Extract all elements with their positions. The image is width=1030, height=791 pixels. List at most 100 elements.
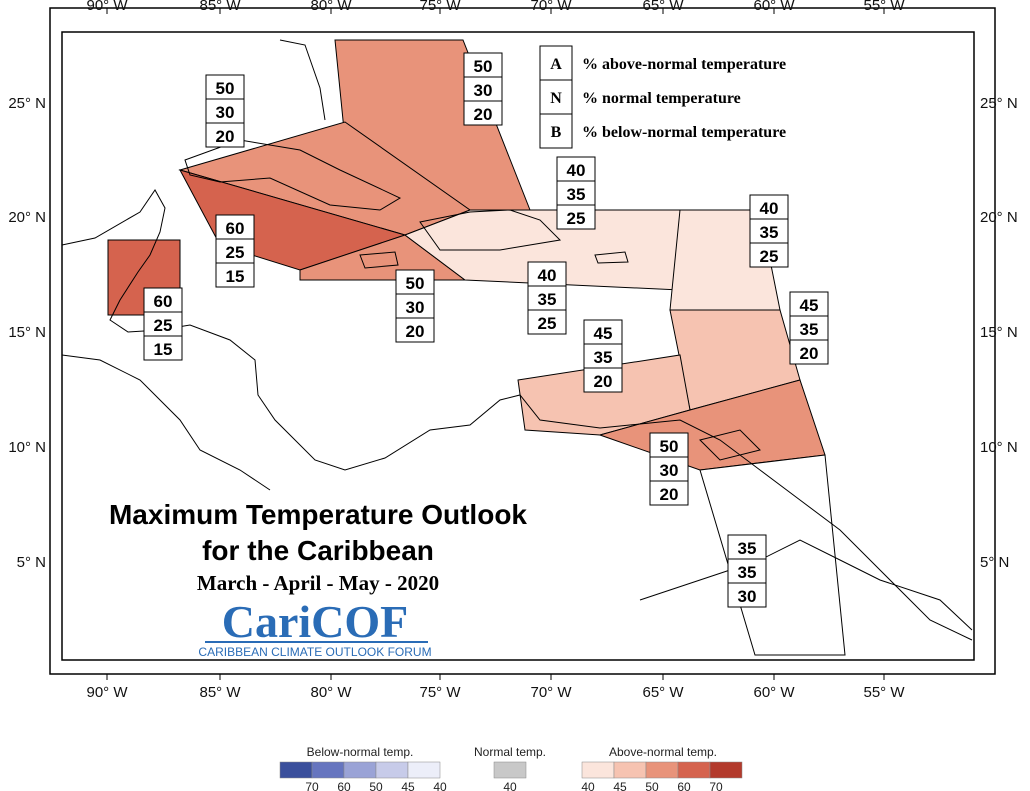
scale-swatch: [581, 761, 615, 779]
probability-value-a: 40: [538, 266, 557, 285]
probability-value-b: 30: [738, 587, 757, 606]
longitude-label: 55° W: [863, 0, 905, 14]
latitude-labels-left: 25° N 20° N 15° N 10° N 5° N: [8, 95, 46, 571]
latitude-label: 10° N: [8, 439, 46, 456]
longitude-label: 90° W: [86, 684, 128, 701]
longitude-label: 80° W: [310, 684, 352, 701]
logo-subtitle: CARIBBEAN CLIMATE OUTLOOK FORUM: [198, 645, 431, 659]
longitude-label: 80° W: [310, 0, 352, 14]
scale-swatch: [407, 761, 441, 779]
probability-value-a: 50: [474, 57, 493, 76]
probability-box: 40 35 25: [749, 194, 789, 268]
probability-value-n: 30: [474, 81, 493, 100]
latitude-label: 5° N: [980, 554, 1009, 571]
probability-boxes: 50 30 20 50 30 20 60 25 15 60 25 15 50 30 20 40 35 25 40 35…: [143, 52, 829, 608]
scale-swatch: [311, 761, 345, 779]
probability-value-n: 35: [538, 290, 557, 309]
probability-value-n: 25: [226, 243, 245, 262]
latitude-label: 25° N: [980, 95, 1018, 112]
longitude-labels-top: 90° W 85° W 80° W 75° W 70° W 65° W 60° W 55° W: [86, 0, 905, 14]
scale-swatch: [375, 761, 409, 779]
scale-label-below: Below-normal temp.: [307, 745, 414, 759]
probability-value-n: 30: [216, 103, 235, 122]
title-line-1: Maximum Temperature Outlook: [109, 499, 527, 530]
probability-value-n: 25: [154, 316, 173, 335]
scale-tick: 45: [613, 780, 627, 791]
probability-value-b: 25: [760, 247, 779, 266]
longitude-label: 60° W: [753, 0, 795, 14]
scale-tick: 40: [433, 780, 447, 791]
scale-tick: 70: [305, 780, 319, 791]
scale-swatch: [613, 761, 647, 779]
scale-tick: 60: [337, 780, 351, 791]
probability-box: 50 30 20: [463, 52, 503, 126]
scale-swatch: [709, 761, 743, 779]
longitude-label: 60° W: [753, 684, 795, 701]
abn-key: A N B % above-normal temperature % norma…: [539, 45, 786, 149]
key-letter-n: N: [550, 90, 562, 107]
caricof-logo: CariCOF CARIBBEAN CLIMATE OUTLOOK FORUM: [198, 596, 431, 659]
probability-box: 50 30 20: [649, 432, 689, 506]
latitude-label: 20° N: [8, 209, 46, 226]
probability-value-a: 50: [406, 274, 425, 293]
longitude-label: 90° W: [86, 0, 128, 14]
scale-tick: 40: [581, 780, 595, 791]
scale-tick: 40: [503, 780, 517, 791]
scale-swatch: [493, 761, 527, 779]
probability-value-b: 20: [660, 485, 679, 504]
latitude-label: 10° N: [980, 439, 1018, 456]
probability-value-a: 35: [738, 539, 757, 558]
probability-value-n: 35: [760, 223, 779, 242]
probability-value-b: 20: [474, 105, 493, 124]
longitude-label: 75° W: [419, 684, 461, 701]
probability-value-a: 40: [760, 199, 779, 218]
longitude-label: 85° W: [199, 684, 241, 701]
probability-box: 50 30 20: [205, 74, 245, 148]
title-line-2: for the Caribbean: [202, 535, 434, 566]
probability-value-b: 20: [594, 372, 613, 391]
scale-swatch: [343, 761, 377, 779]
scale-tick: 50: [369, 780, 383, 791]
probability-box: 60 25 15: [215, 214, 255, 288]
latitude-label: 5° N: [17, 554, 46, 571]
probability-value-a: 50: [660, 437, 679, 456]
probability-box: 60 25 15: [143, 287, 183, 361]
probability-value-b: 15: [154, 340, 173, 359]
probability-box: 45 35 20: [789, 291, 829, 365]
probability-value-n: 30: [406, 298, 425, 317]
latitude-label: 20° N: [980, 209, 1018, 226]
coastlines: [61, 39, 973, 641]
probability-value-b: 25: [567, 209, 586, 228]
probability-value-b: 20: [216, 127, 235, 146]
longitude-label: 70° W: [530, 0, 572, 14]
probability-value-a: 60: [226, 219, 245, 238]
probability-value-b: 20: [800, 344, 819, 363]
probability-value-a: 40: [567, 161, 586, 180]
longitude-label: 65° W: [642, 684, 684, 701]
probability-value-a: 45: [594, 324, 613, 343]
longitude-label: 70° W: [530, 684, 572, 701]
probability-value-a: 50: [216, 79, 235, 98]
latitude-labels-right: 25° N 20° N 15° N 10° N 5° N: [980, 95, 1018, 571]
probability-value-n: 30: [660, 461, 679, 480]
probability-value-n: 35: [800, 320, 819, 339]
key-letter-b: B: [551, 124, 562, 141]
latitude-label: 15° N: [980, 324, 1018, 341]
scale-tick: 70: [709, 780, 723, 791]
probability-box: 45 35 20: [583, 319, 623, 393]
scale-tick: 60: [677, 780, 691, 791]
map-frame: [61, 31, 975, 661]
latitude-label: 25° N: [8, 95, 46, 112]
probability-box: 35 35 30: [727, 534, 767, 608]
probability-value-a: 45: [800, 296, 819, 315]
probability-value-a: 60: [154, 292, 173, 311]
longitude-label: 85° W: [199, 0, 241, 14]
color-scale: Below-normal temp. Normal temp. Above-no…: [279, 745, 743, 791]
probability-value-b: 20: [406, 322, 425, 341]
key-text-b: % below-normal temperature: [582, 124, 786, 141]
scale-tick: 50: [645, 780, 659, 791]
longitude-labels-bottom: 90° W 85° W 80° W 75° W 70° W 65° W 60° W 55° W: [86, 674, 905, 701]
scale-label-normal: Normal temp.: [474, 745, 546, 759]
probability-value-b: 25: [538, 314, 557, 333]
probability-value-n: 35: [738, 563, 757, 582]
